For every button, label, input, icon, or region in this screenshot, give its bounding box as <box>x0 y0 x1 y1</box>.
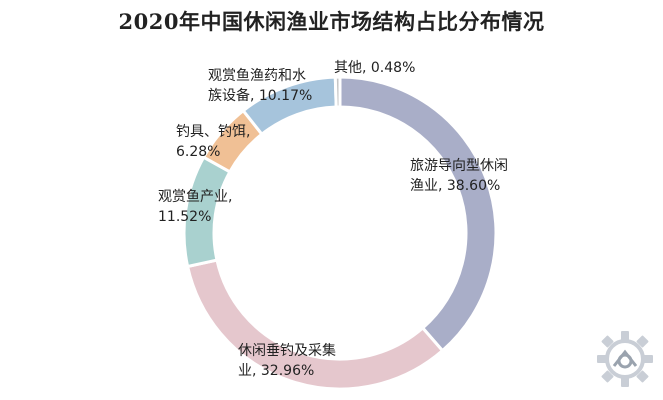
slice-label: 其他, 0.48% <box>334 60 415 76</box>
slice-label-line: 观赏鱼渔药和水 <box>208 67 306 84</box>
slice-label: 观赏鱼产业, 11.52% <box>158 188 232 225</box>
slice-label: 休闲垂钓及采集业, 32.96% <box>238 342 336 379</box>
gear-logo-icon <box>597 331 653 387</box>
slice-label-line: 11.52% <box>158 209 211 225</box>
slice-label-line: 渔业, 38.60% <box>410 178 500 194</box>
donut-slice <box>185 258 445 391</box>
slice-label-line: 观赏鱼产业, <box>158 188 232 205</box>
donut-slice <box>241 75 338 137</box>
donut-slice <box>338 75 498 353</box>
donut-slice <box>333 75 342 109</box>
slice-label-line: 业, 32.96% <box>238 363 314 379</box>
slice-label-line: 钓具、钓饵, <box>176 124 250 140</box>
slice-label-line: 其他, 0.48% <box>334 60 415 76</box>
slice-label: 观赏鱼渔药和水族设备, 10.17% <box>208 67 312 104</box>
slice-label: 钓具、钓饵, 6.28% <box>176 124 250 160</box>
slice-label: 旅游导向型休闲渔业, 38.60% <box>410 158 508 194</box>
slice-label-line: 族设备, 10.17% <box>208 87 312 104</box>
slice-label-line: 6.28% <box>176 144 220 160</box>
chart-title: 2020年中国休闲渔业市场结构占比分布情况 <box>118 9 545 34</box>
slice-label-line: 休闲垂钓及采集 <box>238 342 336 359</box>
slice-label-line: 旅游导向型休闲 <box>410 158 508 174</box>
